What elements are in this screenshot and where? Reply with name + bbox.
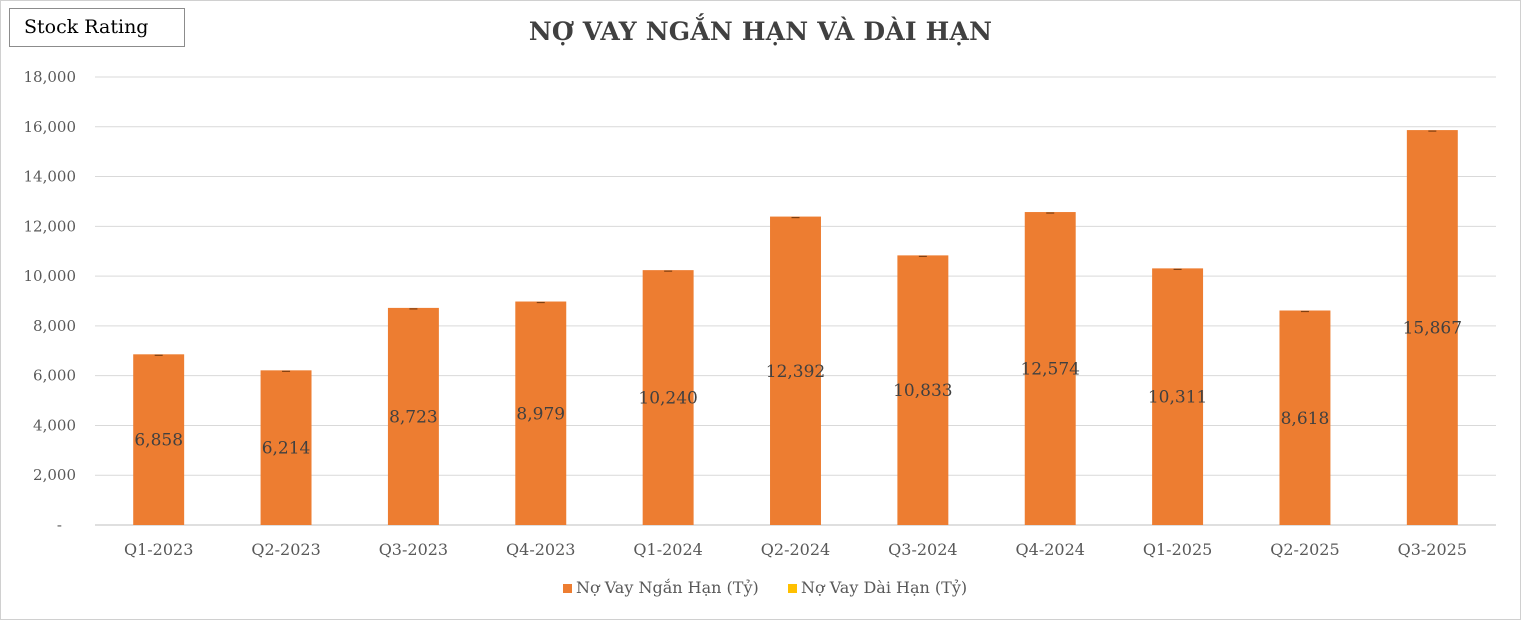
data-label: 8,723 <box>389 407 438 427</box>
x-tick-label: Q3-2025 <box>1398 540 1467 559</box>
bar-short-term <box>1279 310 1331 525</box>
y-tick-label: 8,000 <box>33 317 76 335</box>
stock-rating-badge: Stock Rating <box>9 8 185 47</box>
y-tick-label: 14,000 <box>24 168 77 186</box>
bar-short-term <box>642 270 694 525</box>
x-tick-label: Q3-2023 <box>379 540 448 559</box>
x-tick-label: Q2-2023 <box>251 540 320 559</box>
y-tick-label: 18,000 <box>24 68 77 86</box>
y-tick-label: 16,000 <box>24 118 77 136</box>
bar-short-term <box>387 307 439 525</box>
bar-short-term <box>1024 212 1076 525</box>
legend-label: Nợ Vay Ngắn Hạn (Tỷ) <box>576 578 759 597</box>
bar-short-term <box>770 216 821 525</box>
legend: Nợ Vay Ngắn Hạn (Tỷ) Nợ Vay Dài Hạn (Tỷ) <box>563 578 967 597</box>
bar-short-term <box>1406 130 1458 525</box>
data-label: 6,214 <box>262 439 311 459</box>
y-tick-label: - <box>57 516 62 534</box>
y-tick-label: 12,000 <box>24 217 77 235</box>
x-tick-label: Q1-2024 <box>633 540 702 559</box>
data-label: 10,833 <box>893 381 952 401</box>
y-tick-label: 6,000 <box>33 367 76 385</box>
data-label: 10,240 <box>638 389 697 409</box>
x-tick-label: Q2-2025 <box>1270 540 1339 559</box>
y-axis-ticks: - 2,000 4,000 6,000 8,000 10,000 12,000 14,000 1… <box>24 68 77 534</box>
x-tick-label: Q3-2024 <box>888 540 957 559</box>
data-label: 8,618 <box>1281 409 1330 429</box>
data-label: 12,392 <box>766 362 825 382</box>
data-label: 12,574 <box>1020 360 1079 380</box>
y-tick-label: 10,000 <box>24 267 77 285</box>
x-tick-label: Q4-2024 <box>1016 540 1085 559</box>
chart-title: NỢ VAY NGẮN HẠN VÀ DÀI HẠN <box>528 17 993 46</box>
bar-short-term <box>260 370 312 525</box>
x-tick-label: Q1-2023 <box>124 540 193 559</box>
data-label: 15,867 <box>1403 319 1462 339</box>
bar-short-term <box>133 354 185 525</box>
data-label: 8,979 <box>516 404 565 424</box>
y-tick-label: 4,000 <box>33 416 76 434</box>
x-axis-ticks: Q1-2023 Q2-2023 Q3-2023 Q4-2023 Q1-2024 Q2-20… <box>124 540 1467 559</box>
x-tick-label: Q1-2025 <box>1143 540 1212 559</box>
legend-swatch <box>788 584 797 593</box>
data-label: 6,858 <box>134 431 183 451</box>
legend-swatch <box>563 584 572 593</box>
data-labels: 6,858 6,214 8,723 8,979 10,240 12,392 10,833 12… <box>134 319 1462 459</box>
x-tick-label: Q4-2023 <box>506 540 575 559</box>
bar-short-term <box>1152 268 1204 525</box>
data-label: 10,311 <box>1148 388 1207 408</box>
bar-short-term <box>897 255 949 525</box>
bars <box>133 130 1458 525</box>
legend-label: Nợ Vay Dài Hạn (Tỷ) <box>801 578 967 597</box>
y-tick-label: 2,000 <box>33 466 76 484</box>
x-tick-label: Q2-2024 <box>761 540 830 559</box>
bar-short-term <box>515 301 567 525</box>
